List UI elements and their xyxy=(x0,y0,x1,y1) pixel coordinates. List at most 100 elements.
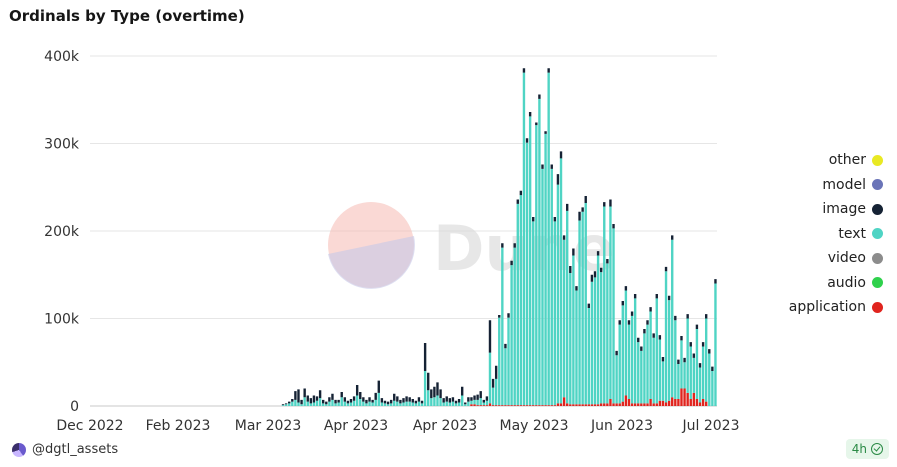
bar-segment-image xyxy=(581,207,584,212)
bar-segment-image xyxy=(460,386,464,396)
bar-segment-image xyxy=(680,336,683,341)
bar-segment-text xyxy=(448,402,452,406)
bar-segment-text xyxy=(396,401,399,406)
bar-segment-application xyxy=(581,404,584,406)
bar-segment-application xyxy=(667,400,671,406)
bar-segment-image xyxy=(556,174,560,185)
bar-segment-text xyxy=(377,392,380,406)
bar-segment-image xyxy=(618,320,621,325)
bar-segment-image xyxy=(322,399,325,404)
bar-segment-image xyxy=(470,397,473,401)
x-tick-label: Jun 2023 xyxy=(590,418,653,434)
bar-segment-image xyxy=(504,343,507,349)
legend-item-text[interactable]: text xyxy=(789,222,883,247)
bar-segment-text xyxy=(652,337,655,404)
avatar xyxy=(12,442,26,457)
legend-item-model[interactable]: model xyxy=(789,173,883,198)
bar-segment-application xyxy=(606,403,609,406)
bar-segment-text xyxy=(618,324,621,404)
bar-segment-text xyxy=(451,401,455,406)
bar-segment-image xyxy=(411,399,414,403)
bar-segment-application xyxy=(479,405,482,406)
bar-segment-image xyxy=(427,372,430,391)
bar-segment-text xyxy=(399,403,402,406)
legend-swatch xyxy=(872,203,883,215)
bar-segment-application xyxy=(680,388,683,406)
bar-segment-image xyxy=(349,399,353,403)
bar-segment-application xyxy=(485,405,489,406)
bar-segment-application xyxy=(482,405,485,406)
bar-segment-image xyxy=(482,399,485,403)
bar-segment-image xyxy=(297,389,300,403)
bar-segment-application xyxy=(640,403,643,406)
bar-segment-image xyxy=(337,399,340,403)
bar-segment-text xyxy=(303,397,306,406)
bar-segment-application xyxy=(528,405,532,406)
author[interactable]: @dgtl_assets xyxy=(12,442,118,457)
bar-segment-text xyxy=(671,239,674,398)
bar-segment-image xyxy=(652,333,655,338)
bar-segment-application xyxy=(538,405,541,406)
bar-segment-text xyxy=(318,398,322,406)
bar-segment-image xyxy=(578,211,581,221)
bar-segment-image xyxy=(714,279,717,284)
bar-segment-text xyxy=(541,168,544,406)
bar-segment-image xyxy=(362,397,365,402)
bar-segment-application xyxy=(504,405,507,406)
bar-segment-application xyxy=(519,405,523,406)
bar-segment-application xyxy=(695,399,699,406)
bar-segment-application xyxy=(603,403,606,406)
bar-segment-text xyxy=(352,400,356,406)
bar-segment-application xyxy=(584,404,587,406)
bar-segment-image xyxy=(664,266,668,272)
bar-segment-application xyxy=(556,403,560,406)
bar-segment-image xyxy=(294,391,297,400)
bar-segment-image xyxy=(609,199,612,207)
legend-item-other[interactable]: other xyxy=(789,148,883,173)
bar-segment-text xyxy=(297,402,300,406)
refresh-badge[interactable]: 4h xyxy=(845,439,889,459)
bar-segment-image xyxy=(643,329,646,334)
bar-segment-text xyxy=(368,401,371,406)
bar-segment-text xyxy=(516,203,519,406)
bar-segment-text xyxy=(599,272,603,404)
bar-segment-text xyxy=(312,402,316,406)
bar-segment-text xyxy=(337,402,340,406)
bar-segment-image xyxy=(550,164,553,169)
legend-swatch xyxy=(872,179,883,191)
legend-item-image[interactable]: image xyxy=(789,197,883,222)
bar-segment-application xyxy=(522,405,526,406)
bar-segment-text xyxy=(423,371,427,406)
bar-segment-text xyxy=(306,401,309,406)
bar-segment-text xyxy=(532,221,535,406)
bar-segment-image xyxy=(389,399,393,404)
x-tick-label: Feb 2023 xyxy=(146,418,211,434)
bar-segment-application xyxy=(618,403,621,406)
bar-segment-text xyxy=(479,398,482,406)
bar-segment-image xyxy=(340,392,343,398)
bar-segment-text xyxy=(300,404,303,406)
bar-segment-text xyxy=(630,315,634,404)
legend-item-audio[interactable]: audio xyxy=(789,271,883,296)
bar-segment-text xyxy=(603,206,606,404)
bar-segment-image xyxy=(488,320,492,353)
legend-item-application[interactable]: application xyxy=(789,295,883,320)
bar-segment-image xyxy=(528,112,532,117)
x-tick-label: Dec 2022 xyxy=(56,418,123,434)
bar-segment-image xyxy=(575,286,578,291)
bar-segment-application xyxy=(553,405,557,406)
legend-item-video[interactable]: video xyxy=(789,246,883,271)
bar-segment-text xyxy=(562,239,566,398)
y-tick-label: 400k xyxy=(44,49,80,65)
bar-segment-image xyxy=(606,259,609,264)
bar-segment-image xyxy=(374,392,377,400)
bar-segment-text xyxy=(711,371,714,406)
bar-segment-text xyxy=(649,311,652,399)
bar-segment-text xyxy=(569,273,572,405)
legend-label: text xyxy=(838,225,866,242)
bar-segment-image xyxy=(615,350,618,356)
bar-segment-text xyxy=(674,320,677,399)
bar-segment-image xyxy=(674,315,677,321)
bar-segment-text xyxy=(547,72,550,406)
bar-segment-text xyxy=(427,390,430,406)
